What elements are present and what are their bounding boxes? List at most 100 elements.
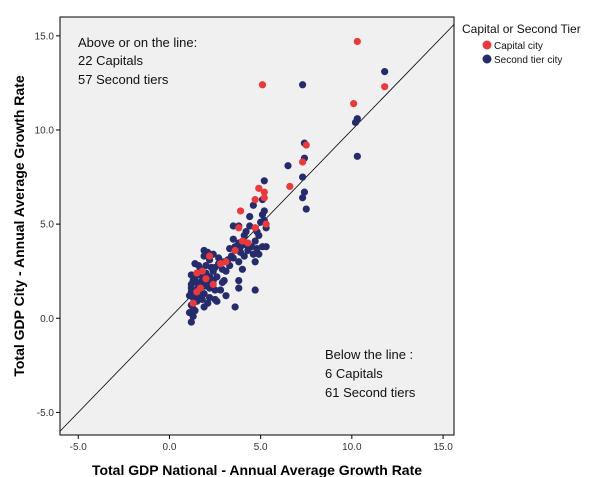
y-tick-label: 10.0 (35, 125, 55, 136)
capital-city-point (299, 158, 307, 166)
capital-city-point (202, 275, 210, 283)
capital-city-point (209, 280, 217, 288)
capital-city-point (251, 196, 259, 204)
second-tier-city-point (258, 211, 267, 219)
second-tier-city-point (251, 286, 259, 294)
second-tier-city-point (185, 292, 194, 300)
capital-city-point (381, 83, 389, 91)
second-tier-city-point (251, 258, 259, 266)
x-axis-ticks: -5.0 0.0 5.0 10.0 15.0 (70, 435, 453, 453)
capital-city-point (205, 252, 214, 260)
second-tier-city-point (255, 250, 263, 258)
second-tier-city-point (299, 173, 307, 181)
second-tier-city-point (236, 243, 245, 251)
second-tier-city-point (300, 188, 309, 196)
second-tier-city-point (249, 250, 257, 258)
second-tier-city-point (200, 290, 208, 298)
legend-marker-second-tier (482, 54, 492, 64)
second-tier-city-point (191, 260, 199, 268)
annotation-above-line-2: 22 Capitals (78, 53, 144, 68)
capital-city-point (193, 288, 201, 296)
legend-title: Capital or Second Tier (462, 22, 581, 36)
capital-city-point (302, 141, 310, 149)
x-tick-label: 5.0 (254, 442, 268, 453)
second-tier-city-point (260, 177, 268, 185)
second-tier-city-point (238, 265, 247, 273)
second-tier-city-point (240, 231, 248, 240)
second-tier-city-point (222, 292, 230, 300)
y-axis-title: Total GDP City - Annual Average Growth R… (11, 75, 27, 377)
y-axis-ticks: -5.0 0.0 5.0 10.0 15.0 (35, 31, 60, 419)
capital-city-point (353, 37, 361, 46)
second-tier-city-point (216, 286, 225, 294)
capital-city-point (258, 81, 267, 89)
x-tick-label: 10.0 (342, 442, 362, 453)
capital-city-point (222, 258, 230, 266)
second-tier-city-point (299, 194, 307, 202)
x-axis-title: Total GDP National - Annual Average Grow… (92, 462, 422, 477)
second-tier-city-point (204, 299, 212, 307)
second-tier-city-point (207, 263, 215, 272)
annotation-below-line-1: Below the line : (325, 347, 413, 362)
second-tier-city-point (198, 295, 206, 304)
y-tick-label: -5.0 (37, 408, 55, 419)
capital-city-point (238, 237, 247, 245)
second-tier-city-point (353, 152, 361, 160)
second-tier-city-point (205, 293, 214, 302)
second-tier-city-point (302, 205, 310, 213)
second-tier-city-point (215, 254, 223, 262)
second-tier-city-point (218, 265, 226, 273)
second-tier-city-point (220, 277, 228, 285)
second-tier-city-point (351, 118, 360, 127)
second-tier-city-point (187, 284, 195, 292)
second-tier-city-point (246, 212, 254, 221)
annotation-below: Below the line : 6 Capitals 61 Second ti… (325, 347, 416, 400)
legend-label-capital: Capital city (494, 41, 543, 52)
annotation-above-line-3: 57 Second tiers (78, 72, 169, 87)
second-tier-city-point (255, 231, 263, 240)
y-tick-label: 5.0 (40, 220, 54, 231)
second-tier-city-point (187, 318, 195, 326)
second-tier-city-point (240, 252, 248, 260)
capital-city-point (193, 269, 201, 277)
second-tier-city-point (202, 261, 210, 270)
x-tick-label: 0.0 (162, 442, 176, 453)
capital-city-point (231, 246, 239, 255)
legend-marker-capital (482, 40, 492, 50)
capital-city-point (260, 188, 268, 196)
x-tick-label: 15.0 (433, 442, 453, 453)
y-tick-label: 15.0 (35, 31, 55, 42)
second-tier-city-point (235, 277, 243, 285)
capital-city-point (286, 182, 294, 191)
capital-city-point (262, 220, 270, 228)
second-tier-city-point (299, 81, 307, 89)
second-tier-city-point (229, 254, 237, 262)
capital-city-point (198, 267, 206, 275)
y-tick-label: 0.0 (40, 314, 54, 325)
second-tier-city-point (244, 246, 252, 255)
second-tier-city-point (253, 244, 261, 253)
capital-city-point (235, 224, 243, 232)
second-tier-city-point (284, 162, 292, 170)
second-tier-city-point (189, 277, 197, 285)
capital-city-point (189, 299, 197, 307)
second-tier-city-point (235, 258, 243, 266)
capital-city-point (260, 194, 268, 202)
second-tier-city-point (262, 243, 270, 251)
second-tier-city-point (251, 237, 259, 245)
capital-city-point (251, 224, 259, 232)
second-tier-city-point (211, 286, 219, 294)
capital-city-point (216, 260, 225, 268)
second-tier-city-point (229, 235, 237, 243)
data-points (185, 37, 389, 326)
second-tier-city-point (229, 222, 237, 230)
second-tier-city-point (213, 297, 221, 305)
second-tier-city-point (246, 222, 254, 230)
second-tier-city-point (189, 312, 197, 320)
capital-city-point (255, 184, 263, 192)
capital-city-point (350, 100, 358, 108)
annotation-above-line-1: Above or on the line: (78, 35, 197, 50)
annotation-below-line-2: 6 Capitals (325, 366, 383, 381)
x-tick-label: -5.0 (70, 442, 88, 453)
